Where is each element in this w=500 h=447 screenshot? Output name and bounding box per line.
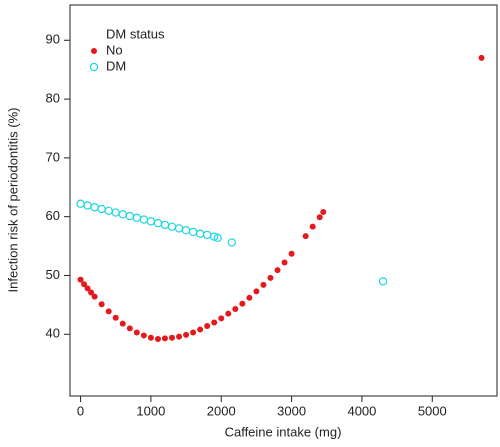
- legend-marker: [91, 48, 97, 54]
- x-tick-label: 2000: [207, 403, 236, 418]
- x-tick-label: 4000: [347, 403, 376, 418]
- point: [98, 301, 105, 308]
- point: [147, 334, 154, 341]
- y-axis-label: Infection risk of periodontitis (%): [5, 108, 20, 293]
- point: [274, 267, 281, 274]
- point: [83, 201, 92, 210]
- y-tick-label: 40: [46, 326, 60, 341]
- point: [81, 281, 88, 288]
- x-tick-label: 0: [77, 403, 84, 418]
- point: [211, 319, 218, 326]
- point: [146, 217, 156, 226]
- point: [104, 206, 113, 215]
- legend-title: DM status: [106, 26, 165, 41]
- point: [188, 227, 198, 237]
- y-tick-label: 90: [46, 32, 60, 47]
- plot-frame: [69, 4, 498, 397]
- point: [91, 293, 98, 300]
- point: [197, 326, 204, 333]
- point: [125, 211, 134, 221]
- legend-marker: [89, 62, 99, 72]
- point: [139, 215, 149, 224]
- point: [281, 259, 288, 266]
- point: [181, 225, 191, 235]
- point: [227, 238, 236, 247]
- y-tick-label: 70: [46, 149, 60, 164]
- x-tick-label: 5000: [418, 403, 447, 418]
- point: [183, 331, 190, 338]
- point: [105, 308, 112, 315]
- point: [88, 289, 95, 296]
- legend-label: DM: [106, 58, 126, 73]
- point: [90, 203, 99, 212]
- point: [112, 314, 119, 321]
- point: [239, 300, 246, 307]
- point: [97, 204, 106, 214]
- point: [76, 199, 85, 208]
- point: [167, 222, 177, 231]
- point: [309, 223, 316, 230]
- point: [132, 213, 142, 223]
- point: [176, 333, 183, 340]
- point: [232, 305, 239, 312]
- point: [260, 281, 267, 288]
- x-tick-label: 3000: [277, 403, 306, 418]
- point: [316, 214, 323, 221]
- point: [267, 274, 274, 281]
- point: [154, 335, 161, 342]
- point: [84, 285, 91, 292]
- point: [478, 54, 485, 61]
- point: [210, 232, 219, 241]
- point: [119, 320, 126, 327]
- y-tick-label: 50: [46, 267, 60, 282]
- y-tick-label: 60: [46, 208, 60, 223]
- point: [378, 277, 388, 286]
- point: [133, 329, 140, 336]
- point: [190, 329, 197, 336]
- point: [111, 208, 120, 217]
- point: [288, 250, 295, 257]
- point: [174, 224, 184, 233]
- legend-label: No: [106, 42, 123, 57]
- point: [320, 208, 327, 215]
- point: [204, 323, 211, 330]
- x-axis-label: Caffeine intake (mg): [225, 424, 342, 439]
- point: [218, 315, 225, 322]
- point: [195, 229, 205, 238]
- point: [77, 276, 84, 283]
- point: [140, 332, 147, 339]
- point: [153, 218, 163, 228]
- y-tick-label: 80: [46, 91, 60, 106]
- point: [246, 294, 253, 301]
- point: [118, 210, 127, 219]
- point: [202, 230, 212, 240]
- point: [213, 233, 222, 243]
- point: [126, 325, 133, 332]
- point: [169, 334, 176, 341]
- x-tick-label: 1000: [136, 403, 165, 418]
- point: [161, 335, 168, 342]
- point: [302, 233, 309, 240]
- point: [253, 288, 260, 295]
- point: [160, 220, 170, 230]
- point: [225, 310, 232, 317]
